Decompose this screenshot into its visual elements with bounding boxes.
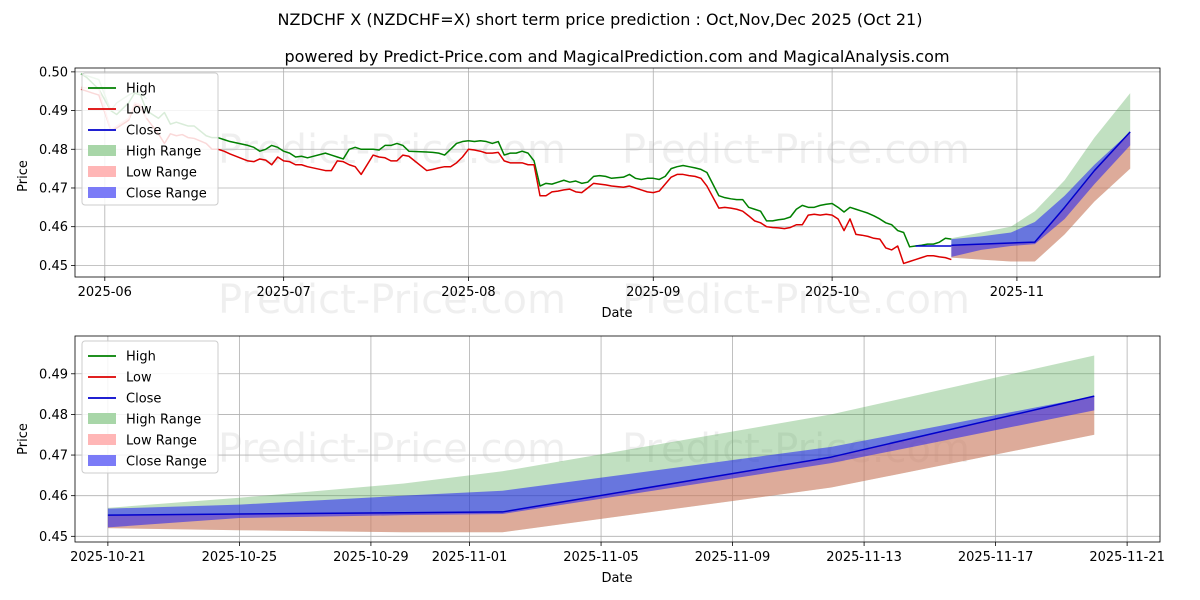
top-plot-frame [74, 67, 1161, 278]
y-tick-label: 0.49 [39, 367, 68, 382]
legend-label: Low [126, 103, 152, 118]
x-tick-label: 2025-11-13 [826, 550, 902, 565]
legend-label: High Range [126, 145, 201, 160]
y-tick-label: 0.46 [39, 489, 68, 504]
x-tick-label: 2025-10-29 [333, 550, 409, 565]
legend-swatch [88, 166, 116, 177]
bottom-x-axis-label: Date [601, 571, 632, 586]
legend-swatch [88, 434, 116, 445]
legend-label: Close Range [126, 455, 207, 470]
y-tick-label: 0.47 [39, 449, 68, 464]
legend-swatch [88, 413, 116, 424]
bottom-y-axis-label: Price [16, 423, 31, 455]
legend-label: Low [126, 371, 152, 386]
x-tick-label: 2025-11-17 [958, 550, 1034, 565]
y-tick-label: 0.49 [39, 104, 68, 119]
watermark-text: Predict-Price.com [218, 277, 566, 323]
legend-swatch [88, 187, 116, 198]
bottom-chart-panel: Predict-Price.com Predict-Price.com 2025… [16, 335, 1165, 586]
x-tick-label: 2025-10 [805, 285, 859, 300]
legend-label: Close [126, 124, 161, 139]
legend-label: Close [126, 392, 161, 407]
legend-label: Low Range [126, 434, 197, 449]
high-series-line [80, 73, 952, 248]
watermark-text: Predict-Price.com [622, 277, 970, 323]
chart-title: NZDCHF X (NZDCHF=X) short term price pre… [278, 10, 923, 29]
x-tick-label: 2025-11 [990, 285, 1044, 300]
x-tick-label: 2025-10-21 [70, 550, 146, 565]
y-tick-label: 0.50 [39, 65, 68, 80]
y-tick-label: 0.47 [39, 181, 68, 196]
legend-label: Low Range [126, 166, 197, 181]
x-tick-label: 2025-07 [256, 285, 310, 300]
top-y-axis-label: Price [16, 160, 31, 192]
x-tick-label: 2025-11-21 [1089, 550, 1165, 565]
y-tick-label: 0.45 [39, 530, 68, 545]
x-tick-label: 2025-09 [626, 285, 680, 300]
legend-label: Close Range [126, 187, 207, 202]
high-range-band [107, 355, 1095, 533]
watermark-text: Predict-Price.com [218, 127, 566, 173]
bottom-plot-frame [74, 335, 1161, 543]
top-chart-panel: Predict-Price.com Predict-Price.com Pred… [16, 65, 1161, 323]
y-tick-label: 0.48 [39, 408, 68, 423]
x-tick-label: 2025-11-05 [563, 550, 639, 565]
watermark-text: Predict-Price.com [218, 426, 566, 472]
chart-subtitle: powered by Predict-Price.com and Magical… [284, 47, 949, 66]
x-tick-label: 2025-11-09 [695, 550, 771, 565]
y-tick-label: 0.45 [39, 259, 68, 274]
x-tick-label: 2025-11-01 [432, 550, 508, 565]
x-tick-label: 2025-10-25 [202, 550, 278, 565]
y-tick-label: 0.46 [39, 220, 68, 235]
close-forecast-line [107, 395, 1095, 516]
watermark-text: Predict-Price.com [622, 127, 970, 173]
close-forecast-line [951, 131, 1131, 247]
legend-label: High Range [126, 413, 201, 428]
x-tick-label: 2025-06 [78, 285, 132, 300]
low-series-line [80, 88, 952, 265]
legend-label: High [126, 350, 156, 365]
top-x-axis-label: Date [601, 306, 632, 321]
legend-swatch [88, 455, 116, 466]
legend-label: High [126, 82, 156, 97]
y-tick-label: 0.48 [39, 143, 68, 158]
legend-swatch [88, 145, 116, 156]
x-tick-label: 2025-08 [441, 285, 495, 300]
